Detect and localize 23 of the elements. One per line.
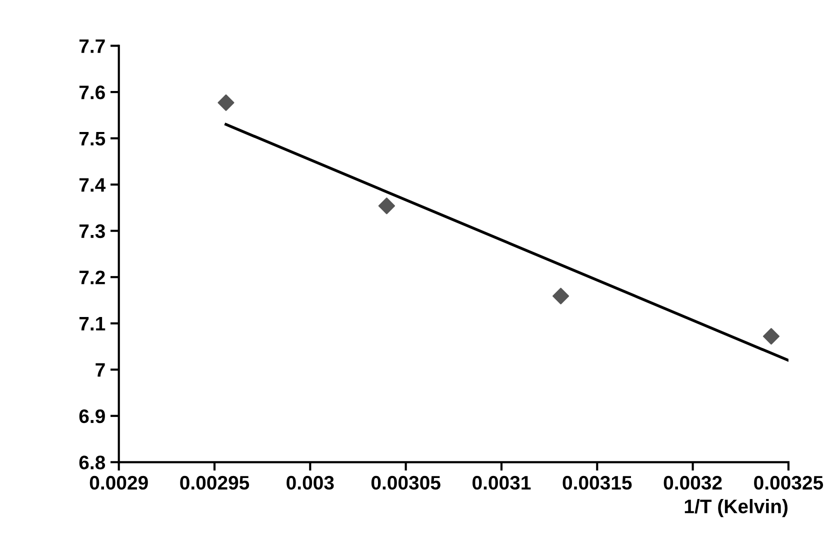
x-tick-label: 0.00305 bbox=[371, 476, 440, 490]
y-tick-label: 6.9 bbox=[79, 409, 105, 424]
y-tick-label: 7.7 bbox=[79, 39, 105, 53]
y-tick-label: 7 bbox=[96, 363, 105, 377]
y-tick-label: 7.1 bbox=[79, 317, 106, 330]
x-tick-label: 0.0029 bbox=[90, 476, 148, 490]
x-axis-title: 1/T (Kelvin) bbox=[684, 499, 788, 518]
y-tick-label: 7.4 bbox=[79, 178, 106, 192]
y-tick-label: 7.6 bbox=[79, 86, 105, 100]
point bbox=[218, 94, 234, 111]
point bbox=[378, 198, 395, 214]
x-tick-label: 0.0032 bbox=[664, 476, 722, 490]
y-tick-label: 7.2 bbox=[79, 270, 105, 284]
x-tick-label: 0.00315 bbox=[562, 476, 632, 490]
x-tick-label: 0.00325 bbox=[754, 476, 824, 490]
point bbox=[762, 328, 780, 345]
y-tick-label: 7.5 bbox=[79, 132, 106, 146]
x-tick-label: 0.003 bbox=[286, 476, 334, 490]
y-tick-label: 6.8 bbox=[79, 456, 106, 470]
x-tick-label: 0.0031 bbox=[472, 476, 531, 490]
point bbox=[552, 288, 570, 304]
y-tick-label: 7.3 bbox=[79, 224, 105, 238]
x-tick-label: 0.00295 bbox=[180, 476, 250, 490]
